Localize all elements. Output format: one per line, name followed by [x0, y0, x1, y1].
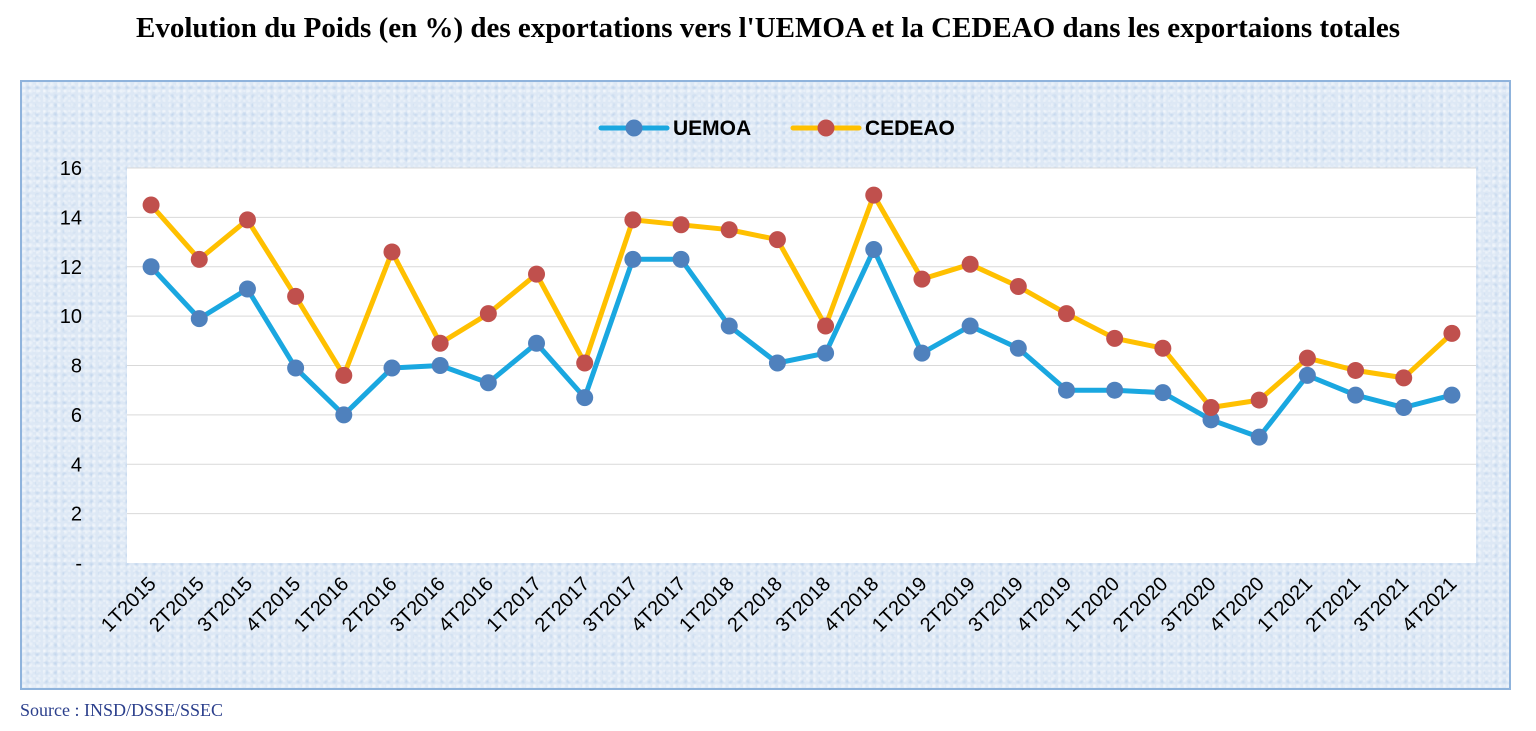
data-point-uemoa [1250, 428, 1268, 446]
data-point-uemoa [672, 250, 690, 268]
data-point-cedeao [768, 231, 786, 249]
data-point-cedeao [1347, 361, 1365, 379]
data-point-cedeao [1106, 329, 1124, 347]
data-point-cedeao [961, 255, 979, 273]
data-point-cedeao [1154, 339, 1172, 357]
data-point-uemoa [431, 357, 449, 374]
series-lines [148, 192, 1455, 440]
data-point-uemoa [528, 334, 546, 352]
data-point-uemoa [576, 389, 594, 407]
legend: UEMOA CEDEAO [598, 117, 955, 140]
data-point-cedeao [1057, 305, 1075, 323]
y-tick-label: 4 [71, 454, 82, 476]
data-point-cedeao [913, 270, 931, 288]
data-point-cedeao [672, 216, 690, 234]
series-markers [142, 186, 1461, 446]
series-line-uemoa [148, 247, 1455, 440]
data-point-uemoa [287, 359, 305, 377]
data-point-cedeao [1250, 391, 1268, 409]
data-point-uemoa [624, 250, 642, 268]
data-point-cedeao [479, 305, 497, 323]
y-tick-label: 14 [60, 207, 82, 229]
data-point-uemoa [1154, 384, 1172, 402]
data-point-cedeao [720, 221, 738, 239]
x-axis-tick-labels: 1T20152T20153T20154T20151T20162T20163T20… [97, 573, 1461, 637]
data-point-cedeao [1009, 278, 1027, 295]
y-tick-label: 16 [60, 158, 82, 180]
data-point-uemoa [142, 258, 160, 276]
data-point-uemoa [1443, 386, 1461, 404]
y-tick-label: 6 [71, 405, 82, 427]
data-point-cedeao [431, 334, 449, 352]
legend-marker-uemoa [625, 119, 643, 137]
data-point-uemoa [1395, 398, 1413, 416]
data-point-uemoa [479, 374, 497, 392]
data-point-cedeao [1298, 349, 1316, 367]
data-point-uemoa [335, 406, 353, 424]
data-point-cedeao [335, 366, 353, 384]
data-point-uemoa [1298, 366, 1316, 384]
data-point-cedeao [1202, 398, 1220, 416]
data-point-cedeao [576, 354, 594, 372]
data-point-uemoa [1202, 411, 1220, 429]
data-point-uemoa [913, 344, 931, 362]
y-tick-label: - [75, 553, 82, 575]
source-note: Source : INSD/DSSE/SSEC [20, 700, 224, 720]
chart-title: Evolution du Poids (en %) des exportatio… [136, 12, 1400, 44]
data-point-cedeao [238, 211, 256, 229]
y-axis-tick-labels: - 2 4 6 8 10 12 14 16 [60, 158, 82, 575]
data-point-cedeao [624, 211, 642, 229]
data-point-uemoa [768, 354, 786, 372]
data-point-cedeao [190, 250, 208, 268]
data-point-uemoa [1057, 381, 1075, 399]
y-tick-label: 10 [60, 306, 82, 328]
x-tick-label: 4T2021 [1398, 573, 1462, 637]
data-point-uemoa [1106, 381, 1124, 399]
legend-marker-cedeao [817, 119, 835, 137]
data-point-cedeao [817, 317, 835, 335]
data-point-uemoa [1009, 339, 1027, 357]
data-point-uemoa [720, 317, 738, 335]
data-point-cedeao [287, 287, 305, 305]
y-tick-label: 8 [71, 356, 82, 378]
data-point-uemoa [1347, 386, 1365, 404]
data-point-cedeao [528, 265, 546, 283]
data-point-uemoa [961, 317, 979, 335]
data-point-uemoa [190, 310, 208, 328]
data-point-cedeao [865, 186, 883, 204]
data-point-cedeao [142, 196, 160, 214]
series-line-cedeao [148, 192, 1455, 410]
data-point-uemoa [383, 359, 401, 377]
data-point-cedeao [1443, 324, 1461, 342]
gridlines [127, 167, 1476, 515]
legend-label-uemoa: UEMOA [673, 117, 751, 140]
legend-label-cedeao: CEDEAO [865, 117, 955, 140]
data-point-uemoa [238, 280, 256, 298]
y-tick-label: 2 [71, 504, 82, 526]
data-point-cedeao [1395, 369, 1413, 387]
data-point-uemoa [865, 240, 883, 258]
y-tick-label: 12 [60, 257, 82, 279]
data-point-cedeao [383, 243, 401, 261]
data-point-uemoa [817, 344, 835, 362]
